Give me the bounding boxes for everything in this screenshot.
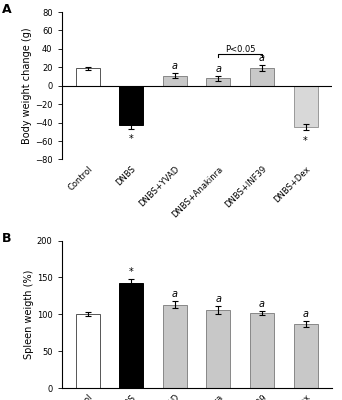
- Bar: [163, 76, 187, 86]
- Text: a: a: [172, 289, 178, 299]
- Bar: [250, 313, 274, 388]
- Bar: [76, 314, 100, 388]
- Text: B: B: [2, 232, 12, 245]
- Text: *: *: [129, 134, 134, 144]
- Text: P<0.05: P<0.05: [225, 45, 255, 54]
- Text: *: *: [129, 268, 134, 278]
- Bar: [294, 86, 318, 127]
- Bar: [207, 310, 231, 388]
- Text: *: *: [303, 136, 308, 146]
- Bar: [250, 68, 274, 86]
- Text: a: a: [259, 299, 265, 309]
- Bar: [294, 324, 318, 388]
- Bar: [207, 78, 231, 86]
- Text: a: a: [172, 61, 178, 71]
- Y-axis label: Spleen weigth (%): Spleen weigth (%): [24, 270, 34, 359]
- Text: a: a: [215, 294, 221, 304]
- Y-axis label: Body weight change (g): Body weight change (g): [22, 28, 32, 144]
- Text: a: a: [303, 309, 308, 319]
- Text: A: A: [2, 3, 12, 16]
- Bar: [119, 86, 143, 125]
- Text: a: a: [259, 53, 265, 63]
- Bar: [76, 68, 100, 86]
- Bar: [119, 282, 143, 388]
- Text: a: a: [215, 64, 221, 74]
- Bar: [163, 305, 187, 388]
